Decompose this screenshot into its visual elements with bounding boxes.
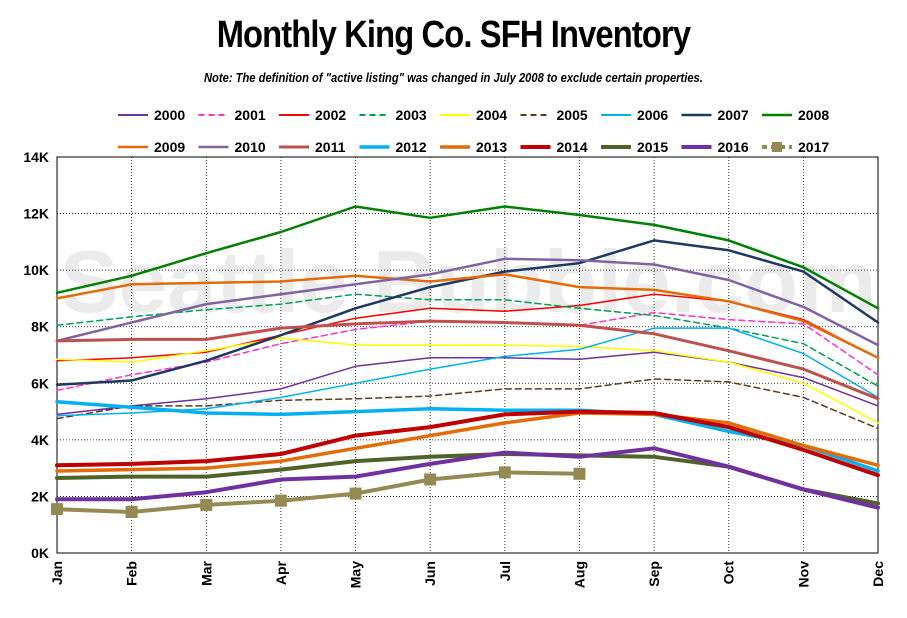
series-line-2009	[55, 273, 880, 360]
data-marker-2017	[51, 503, 63, 516]
y-tick-label: 8K	[31, 319, 49, 335]
legend-label-2011: 2011	[315, 139, 346, 155]
y-tick-label: 4K	[31, 432, 49, 448]
series-line-2006	[56, 327, 879, 417]
data-marker-2017	[274, 494, 287, 507]
data-marker-2017	[573, 467, 586, 480]
legend-label-2010: 2010	[235, 139, 266, 155]
series-line-2010	[55, 257, 880, 347]
series-line-2017	[55, 470, 582, 514]
legend-label-2000: 2000	[154, 107, 185, 123]
series-line-2014	[55, 409, 880, 478]
axes: 0K 2K 4K 6K 8K 10K 12K 14K Jan Feb Mar Apr May Jun Jul…	[23, 149, 886, 588]
x-tick-label: Mar	[198, 560, 214, 585]
y-tick-label: 0K	[31, 545, 49, 561]
y-tick-label: 14K	[23, 149, 49, 165]
chart-subtitle: Note: The definition of "active listing"…	[203, 70, 703, 85]
y-tick-label: 6K	[31, 375, 49, 391]
legend-label-2007: 2007	[718, 107, 749, 123]
x-tick-label: Jun	[422, 561, 438, 586]
x-tick-label: Jul	[497, 561, 513, 581]
legend-marker-2017	[772, 142, 782, 152]
legend-label-2013: 2013	[476, 139, 507, 155]
legend-label-2006: 2006	[637, 107, 668, 123]
legend-label-2004: 2004	[476, 107, 507, 123]
series-lines	[51, 205, 880, 518]
series-line-2011	[55, 319, 880, 401]
chart-title: Monthly King Co. SFH Inventory	[216, 14, 691, 56]
legend-label-2014: 2014	[557, 139, 588, 155]
y-tick-label: 2K	[31, 488, 49, 504]
legend-label-2017: 2017	[798, 139, 829, 155]
x-tick-label: Sep	[646, 561, 662, 587]
series-line-2008	[55, 205, 880, 310]
data-marker-2017	[424, 473, 437, 486]
plot-frame	[56, 156, 879, 554]
series-line-2003	[56, 293, 879, 387]
legend-label-2002: 2002	[315, 107, 346, 123]
x-tick-label: Feb	[124, 561, 140, 586]
grid	[56, 156, 879, 554]
legend-label-2003: 2003	[396, 107, 427, 123]
y-tick-label: 10K	[23, 262, 49, 278]
legend-label-2015: 2015	[637, 139, 668, 155]
series-line-2005	[56, 378, 879, 430]
x-tick-label: Nov	[795, 561, 811, 588]
data-marker-2017	[498, 466, 511, 479]
series-line-2004	[56, 337, 879, 424]
legend-label-2008: 2008	[798, 107, 829, 123]
series-line-2016	[55, 446, 880, 510]
legend-label-2001: 2001	[235, 107, 266, 123]
data-marker-2017	[349, 487, 362, 500]
watermark: Seattle Bubble.com	[60, 232, 877, 331]
legend-label-2012: 2012	[396, 139, 427, 155]
legend-label-2005: 2005	[557, 107, 588, 123]
series-line-2012	[55, 399, 880, 473]
x-tick-label: Jan	[49, 561, 65, 585]
legend-label-2009: 2009	[154, 139, 185, 155]
data-marker-2017	[200, 498, 213, 511]
legend: 2000 2001 2002 2003 2004 2005 2006 2007 2008 2009…	[118, 107, 829, 155]
x-tick-label: Aug	[571, 561, 587, 588]
series-line-2007	[55, 239, 880, 386]
series-line-2000	[56, 351, 879, 416]
x-tick-label: May	[348, 561, 364, 588]
series-line-2013	[55, 411, 880, 473]
data-marker-2017	[125, 505, 138, 518]
legend-label-2016: 2016	[718, 139, 749, 155]
x-tick-label: Apr	[273, 560, 289, 585]
x-tick-label: Oct	[721, 561, 737, 585]
x-tick-label: Dec	[870, 561, 886, 587]
y-tick-label: 12K	[23, 206, 49, 222]
